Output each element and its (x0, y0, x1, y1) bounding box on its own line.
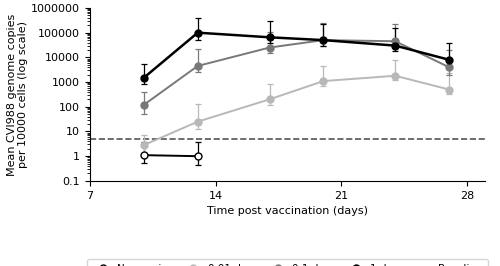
Y-axis label: Mean CVI988 genome copies
per 10000 cells (log scale): Mean CVI988 genome copies per 10000 cell… (7, 13, 28, 176)
X-axis label: Time post vaccination (days): Time post vaccination (days) (207, 206, 368, 216)
Legend: No vaccine, 0.01 dose, 0.1 dose, 1 dose, Baseline: No vaccine, 0.01 dose, 0.1 dose, 1 dose,… (87, 259, 488, 266)
